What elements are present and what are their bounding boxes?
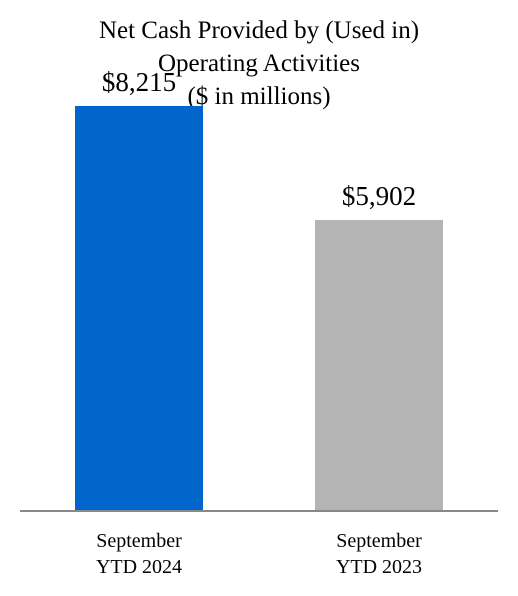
bar-1 — [75, 106, 203, 512]
data-label-2: $5,902 — [342, 181, 416, 211]
x-tick-label-2-line-1: September — [336, 530, 422, 552]
chart-title: Net Cash Provided by (Used in) Operating… — [0, 14, 518, 113]
chart-title-line-3: ($ in millions) — [187, 83, 331, 110]
x-tick-label-2-line-2: YTD 2023 — [336, 556, 422, 578]
chart-title-line-1: Net Cash Provided by (Used in) — [98, 17, 420, 44]
tick-labels-layer: September YTD 2024 September YTD 2023 — [96, 530, 422, 578]
data-label-1: $8,215 — [102, 67, 176, 97]
bar-2 — [315, 220, 443, 511]
x-tick-label-1-line-1: September — [96, 530, 182, 552]
bars-layer: $8,215 $5,902 — [75, 67, 443, 512]
x-tick-label-1-line-2: YTD 2024 — [96, 556, 182, 578]
chart-title-line-2: Operating Activities — [157, 50, 361, 77]
